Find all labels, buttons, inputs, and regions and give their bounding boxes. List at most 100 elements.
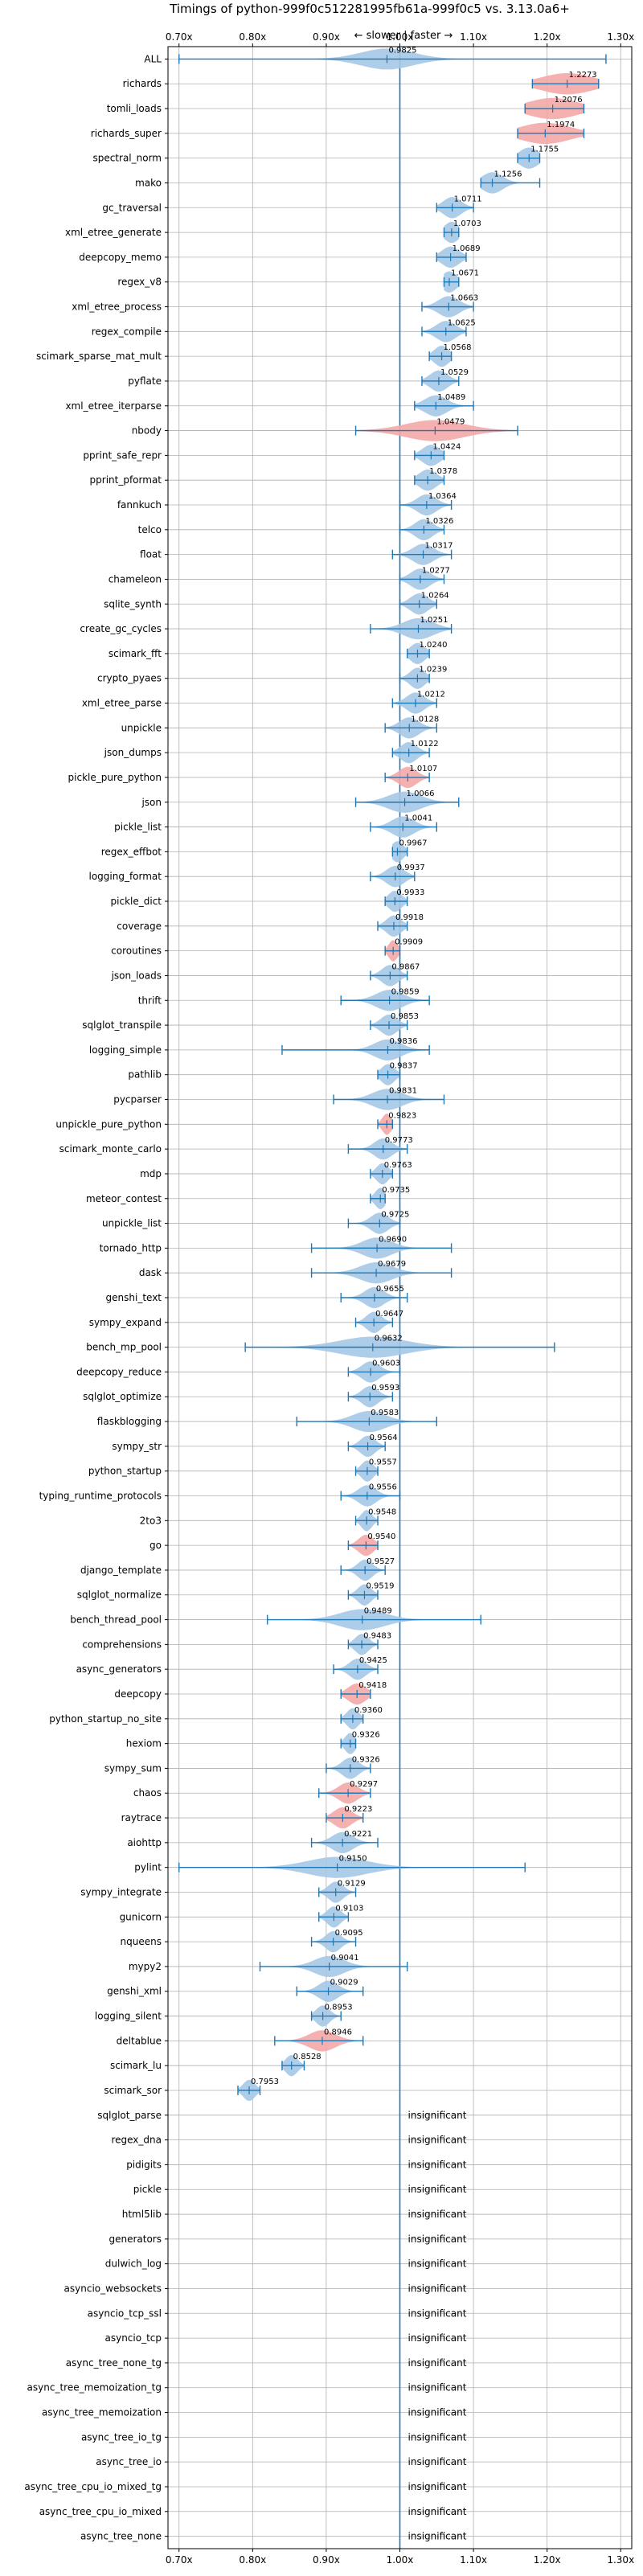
mean-value-label: 0.9853: [391, 1012, 419, 1021]
benchmark-label: aiohttp: [127, 1837, 162, 1848]
axis-layer: 0.70x 0.70x 0.80x 0.80x 0.90x 0.90x 1.00x 1.00x…: [24, 31, 634, 2566]
benchmark-label: asyncio_websockets: [64, 2283, 162, 2294]
benchmark-label: tornado_http: [100, 1242, 162, 1253]
benchmark-label: richards_super: [91, 128, 162, 139]
benchmark-label: deepcopy_memo: [79, 252, 162, 263]
mean-value-label: 1.0489: [437, 393, 465, 402]
insignificant-label: insignificant: [408, 2209, 467, 2220]
mean-value-label: 0.9557: [369, 1458, 397, 1467]
mean-value-label: 0.9103: [335, 1904, 363, 1913]
benchmark-label: sympy_sum: [104, 1762, 162, 1774]
benchmark-label: async_tree_cpu_io_mixed_tg: [24, 2481, 162, 2492]
x-tick-label-bottom: 0.80x: [239, 2554, 266, 2566]
benchmark-label: sqlglot_optimize: [83, 1391, 162, 1402]
x-tick-label-bottom: 0.70x: [166, 2554, 193, 2566]
mean-value-label: 1.1755: [530, 146, 559, 154]
mean-value-label: 1.0239: [419, 666, 447, 675]
mean-value-label: 1.2076: [555, 96, 583, 105]
benchmark-label: pickle_dict: [111, 896, 162, 907]
mean-value-label: 0.9918: [395, 913, 424, 922]
x-tick-label-top: 1.10x: [460, 31, 487, 43]
mean-value-label: 0.9041: [331, 1954, 359, 1963]
benchmark-label: deepcopy: [114, 1688, 162, 1700]
benchmark-label: pickle: [133, 2184, 162, 2195]
mean-value-label: 0.9632: [375, 1335, 403, 1343]
benchmark-label: async_tree_io: [96, 2456, 162, 2467]
mean-value-label: 0.9548: [368, 1507, 396, 1516]
benchmark-label: asyncio_tcp: [104, 2332, 162, 2344]
mean-value-label: 1.0041: [404, 814, 432, 823]
mean-value-label: 1.1974: [547, 121, 575, 129]
mean-value-label: 0.9095: [335, 1929, 363, 1938]
benchmark-label: sqlglot_parse: [97, 2110, 162, 2121]
benchmark-label: pylint: [134, 1862, 162, 1873]
x-tick-label-top: 0.80x: [239, 31, 266, 43]
mean-value-label: 1.1256: [494, 170, 522, 178]
mean-value-label: 0.9593: [371, 1384, 399, 1393]
benchmark-label: pickle_pure_python: [68, 772, 162, 783]
benchmark-label: xml_etree_parse: [82, 698, 162, 709]
benchmark-label: python_startup_no_site: [49, 1713, 162, 1725]
mean-value-label: 0.9725: [381, 1211, 409, 1220]
mean-value-label: 0.9425: [359, 1656, 387, 1665]
benchmark-label: richards: [123, 78, 162, 89]
mean-value-label: 1.0107: [409, 765, 437, 773]
mean-value-label: 0.9483: [363, 1631, 391, 1640]
mean-value-label: 0.9837: [390, 1062, 418, 1071]
benchmark-label: hexiom: [126, 1738, 162, 1749]
benchmark-label: regex_effbot: [101, 846, 162, 857]
benchmark-label: fannkuch: [117, 499, 162, 511]
x-tick-label-bottom: 1.10x: [460, 2554, 487, 2566]
mean-value-label: 0.9326: [352, 1755, 380, 1764]
benchmark-label: telco: [138, 524, 162, 535]
mean-value-label: 0.9823: [388, 1111, 416, 1120]
x-tick-label-top: 1.00x: [387, 31, 414, 43]
mean-value-label: 0.9297: [350, 1780, 378, 1789]
benchmark-label: scimark_monte_carlo: [59, 1143, 162, 1155]
mean-value-label: 0.9527: [367, 1557, 395, 1566]
benchmark-label: generators: [109, 2233, 162, 2245]
benchmark-label: gunicorn: [120, 1911, 162, 1922]
insignificant-label: insignificant: [408, 2456, 467, 2467]
mean-value-label: 1.0364: [428, 492, 457, 501]
violin-layer: [178, 48, 607, 2102]
benchmark-label: logging_silent: [95, 2011, 162, 2022]
benchmark-label: gc_traversal: [102, 202, 162, 213]
benchmark-label: go: [149, 1540, 162, 1551]
benchmark-label: 2to3: [140, 1515, 162, 1526]
chart-title: Timings of python-999f0c512281995fb61a-9…: [169, 2, 570, 16]
benchmark-label: pprint_safe_repr: [83, 449, 162, 461]
benchmark-label: json_loads: [111, 970, 162, 981]
mean-value-label: 1.0663: [450, 294, 478, 303]
mean-value-label: 0.9150: [339, 1855, 367, 1864]
benchmark-label: regex_v8: [117, 277, 162, 288]
benchmark-label: json_dumps: [104, 747, 162, 758]
mean-value-label: 1.0066: [407, 790, 435, 798]
x-tick-label-bottom: 0.90x: [313, 2554, 340, 2566]
mean-value-label: 0.9933: [396, 888, 424, 897]
mean-value-label: 0.9603: [372, 1359, 400, 1368]
benchmark-label: sqlite_synth: [104, 598, 162, 609]
mean-value-label: 0.9859: [391, 987, 420, 996]
benchmark-label: asyncio_tcp_ssl: [88, 2307, 162, 2319]
benchmark-label: coroutines: [111, 945, 162, 957]
mean-value-label: 1.0212: [417, 691, 445, 699]
mean-value-label: 0.9825: [388, 46, 416, 55]
insignificant-label: insignificant: [408, 2357, 467, 2369]
x-tick-label-top: 0.70x: [166, 31, 193, 43]
mean-value-label: 1.0128: [411, 715, 439, 724]
mean-value-label: 1.2273: [569, 71, 597, 80]
mean-value-label: 1.0264: [421, 591, 449, 600]
benchmark-label: sympy_expand: [89, 1317, 162, 1328]
mean-value-label: 1.0424: [432, 442, 461, 451]
benchmark-label: async_tree_memoization: [42, 2407, 162, 2418]
mean-value-label: 0.9679: [378, 1260, 406, 1269]
benchmark-label: scimark_sor: [104, 2085, 162, 2096]
benchmark-label: create_gc_cycles: [80, 623, 162, 634]
mean-value-label: 0.9867: [391, 962, 420, 971]
mean-value-label: 1.0689: [453, 244, 481, 253]
benchmark-label: sympy_integrate: [80, 1886, 162, 1897]
benchmark-label: comprehensions: [82, 1639, 162, 1650]
benchmark-label: regex_dna: [111, 2135, 162, 2146]
insignificant-label: insignificant: [408, 2283, 467, 2294]
